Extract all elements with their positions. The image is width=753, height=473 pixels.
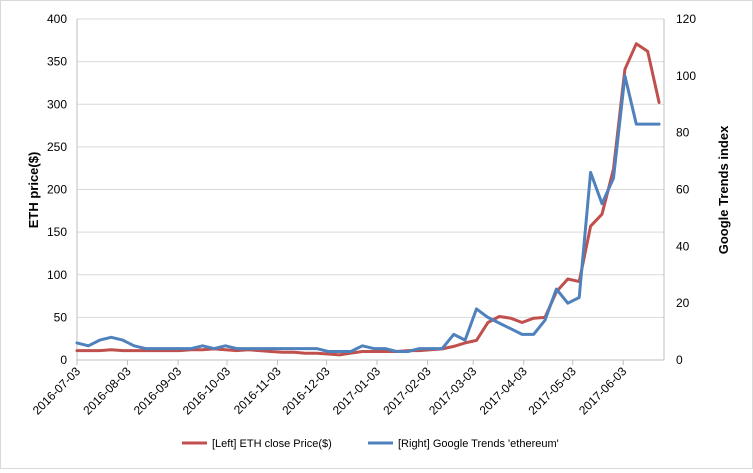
y-right-tick-label: 20 [676,296,690,310]
y-right-tick-label: 80 [676,126,690,140]
y-right-tick-label: 0 [676,353,683,367]
y-left-tick-label: 150 [47,225,67,239]
x-tick-label: 2016-10-03 [180,364,234,418]
y-left-axis: 0 50 100 150 200 250 300 350 400 [47,12,67,367]
series-line-google-trends [75,74,661,353]
y-left-tick-label: 300 [47,97,67,111]
y-right-tick-label: 100 [676,69,696,83]
x-tick-label: 2016-08-03 [80,364,134,418]
y-left-tick-label: 250 [47,140,67,154]
x-tick-label: 2016-09-03 [131,364,185,418]
y-right-tick-label: 40 [676,239,690,253]
legend: [Left] ETH close Price($) [Right] Google… [182,438,559,450]
y-left-tick-label: 350 [47,55,67,69]
x-tick-label: 2017-03-03 [426,364,480,418]
series-layer [75,42,661,357]
y-left-tick-label: 100 [47,268,67,282]
y-right-tick-label: 120 [676,12,696,26]
y-right-tick-label: 60 [676,183,690,197]
x-tick-label: 2017-01-03 [330,364,384,418]
x-tick-label: 2016-12-03 [279,364,333,418]
series-line-eth-price [75,42,661,357]
y-right-axis: 0 20 40 60 80 100 120 [676,12,696,367]
y-left-tick-label: 200 [47,183,67,197]
y-left-tick-label: 400 [47,12,67,26]
x-tick-label: 2017-02-03 [380,364,434,418]
y-right-axis-label: Google Trends index [716,125,731,254]
x-tick-labels: 2016-07-032016-08-032016-09-032016-10-03… [30,364,630,418]
x-tick-label: 2017-06-03 [576,364,630,418]
y-left-tick-label: 50 [54,310,68,324]
legend-label-google-trends: [Right] Google Trends 'ethereum' [398,438,559,450]
x-tick-label: 2016-07-03 [30,364,84,418]
x-tick-label: 2017-05-03 [526,364,580,418]
gridlines [76,18,665,361]
y-left-tick-label: 0 [60,353,67,367]
x-tick-label: 2017-04-03 [477,364,531,418]
x-axis [76,359,664,365]
x-tick-label: 2016-11-03 [231,364,284,417]
legend-label-eth-price: [Left] ETH close Price($) [212,438,332,450]
y-left-axis-label: ETH price($) [26,152,41,229]
